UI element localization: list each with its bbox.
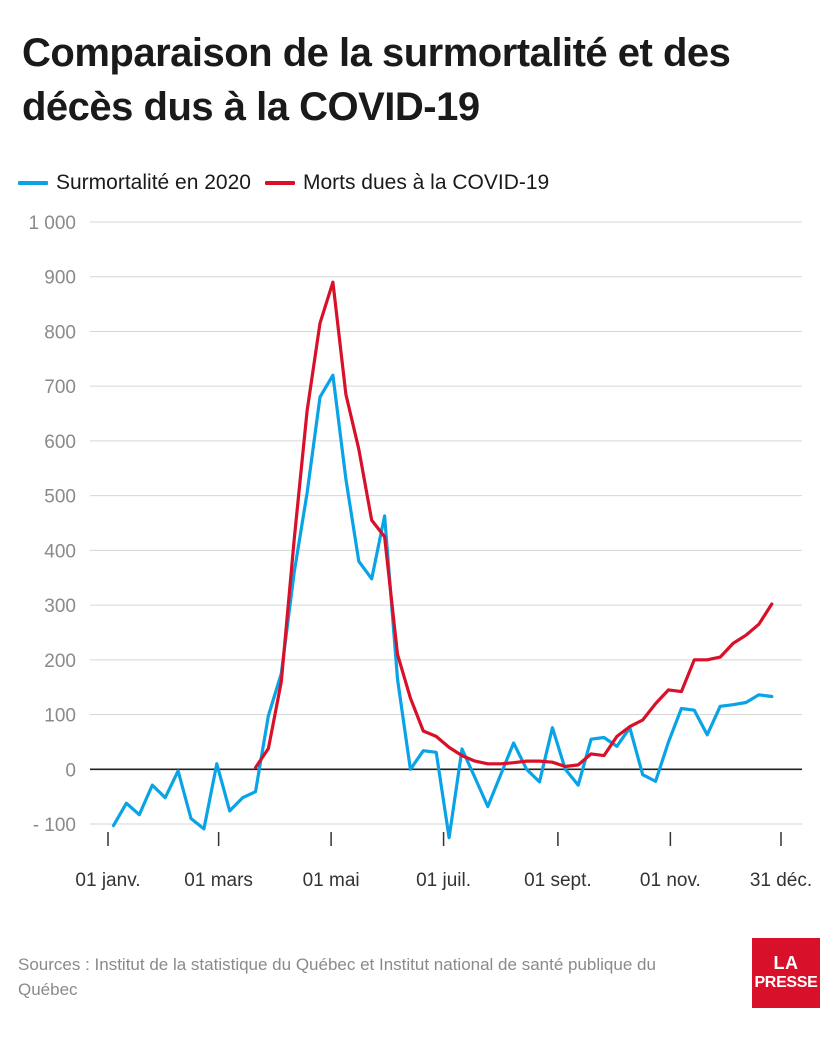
x-tick-label: 01 sept.: [524, 870, 592, 891]
legend-swatch-covid: [264, 181, 295, 185]
logo-text-presse: PRESSE: [754, 974, 818, 991]
y-tick-label: 900: [44, 268, 76, 289]
series-line-covid: [253, 280, 774, 770]
series-lines: [111, 280, 774, 840]
x-tick-label: 31 déc.: [750, 870, 812, 891]
y-tick-label: 300: [44, 596, 76, 617]
series-line-surmortalite: [111, 373, 774, 840]
legend-item-surmortalite: Surmortalité en 2020: [18, 171, 251, 195]
x-tick-label: 01 mai: [303, 870, 360, 891]
y-tick-label: 600: [44, 432, 76, 453]
y-tick-label: 800: [44, 322, 76, 343]
la-presse-logo: LA PRESSE: [752, 938, 820, 1008]
x-axis: 01 janv. 01 mars 01 mai 01 juil. 01 sept. 01 …: [75, 832, 812, 891]
legend-item-covid: Morts dues à la COVID-19: [264, 171, 550, 195]
grid: [90, 221, 802, 825]
y-tick-label: 100: [44, 706, 76, 727]
y-tick-label: 400: [44, 541, 76, 562]
x-tick-label: 01 juil.: [416, 870, 471, 891]
source-note: Sources : Institut de la statistique du …: [18, 955, 656, 999]
logo-text-la: LA: [773, 953, 799, 973]
legend-swatch-surmortalite: [18, 181, 48, 185]
x-tick-label: 01 nov.: [640, 870, 701, 891]
y-tick-label: 1 000: [28, 213, 76, 234]
x-tick-label: 01 janv.: [75, 870, 140, 891]
legend-label-covid: Morts dues à la COVID-19: [302, 171, 550, 194]
chart-title: Comparaison de la surmortalité et des dé…: [22, 31, 731, 129]
y-tick-label: 200: [44, 651, 76, 672]
y-tick-label: - 100: [33, 815, 76, 836]
x-tick-label: 01 mars: [184, 870, 253, 891]
chart-legend: Surmortalité en 2020 Morts dues à la COV…: [18, 168, 563, 198]
y-tick-label: 500: [44, 487, 76, 508]
y-tick-label: 700: [44, 377, 76, 398]
legend-label-surmortalite: Surmortalité en 2020: [56, 171, 251, 194]
y-tick-label: 0: [65, 760, 76, 781]
